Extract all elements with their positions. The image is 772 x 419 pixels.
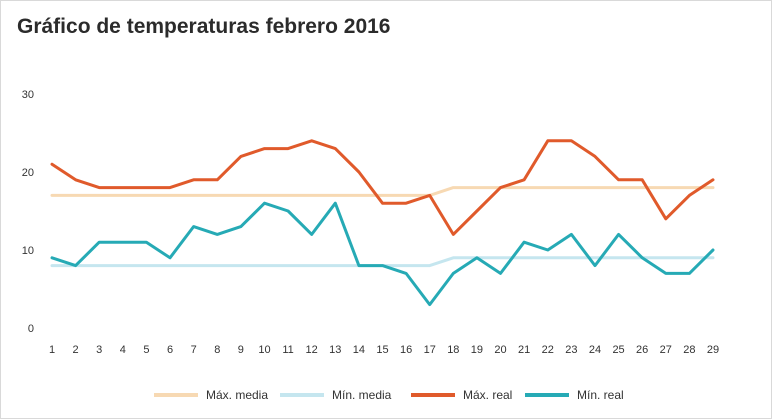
- x-tick-label: 7: [191, 344, 197, 356]
- series-lines: [50, 139, 715, 307]
- x-tick-label: 12: [306, 344, 318, 356]
- legend-item-3[interactable]: Máx. real: [411, 388, 512, 402]
- x-tick-label: 2: [73, 344, 79, 356]
- x-tick-label: 15: [376, 344, 388, 356]
- series-line-4: [50, 201, 715, 307]
- series-line-1: [50, 186, 715, 197]
- legend-label: Máx. real: [463, 388, 512, 402]
- x-tick-label: 19: [471, 344, 483, 356]
- x-tick-label: 10: [258, 344, 270, 356]
- x-tick-label: 25: [612, 344, 624, 356]
- x-tick-label: 11: [282, 344, 293, 356]
- y-tick-label: 0: [28, 323, 34, 335]
- x-tick-label: 6: [167, 344, 173, 356]
- x-tick-label: 28: [683, 344, 695, 356]
- legend-item-4[interactable]: Mín. real: [525, 388, 624, 402]
- legend-label: Mín. real: [577, 388, 624, 402]
- x-tick-label: 27: [660, 344, 672, 356]
- x-tick-label: 8: [214, 344, 220, 356]
- x-tick-label: 3: [96, 344, 102, 356]
- x-tick-label: 1: [49, 344, 55, 356]
- legend-item-1[interactable]: Máx. media: [154, 388, 268, 402]
- x-tick-label: 14: [353, 344, 365, 356]
- x-tick-label: 26: [636, 344, 648, 356]
- x-tick-label: 4: [120, 344, 126, 356]
- legend-item-2[interactable]: Mín. media: [280, 388, 392, 402]
- series-line-3: [50, 139, 715, 236]
- x-tick-label: 23: [565, 344, 577, 356]
- x-tick-label: 20: [494, 344, 506, 356]
- x-tick-label: 18: [447, 344, 459, 356]
- x-tick-label: 22: [542, 344, 554, 356]
- x-tick-label: 17: [424, 344, 436, 356]
- legend-label: Mín. media: [332, 388, 392, 402]
- legend-label: Máx. media: [206, 388, 268, 402]
- x-axis-ticks: 1 2 3 4 5 6 7 8 9 10 11 12 13 14 15 16 17 18 19 20 21 22 23 24 2…: [49, 344, 719, 356]
- y-tick-label: 20: [22, 167, 34, 179]
- x-tick-label: 21: [518, 344, 530, 356]
- chart-legend[interactable]: Máx. media Mín. media Máx. real Mín. real: [154, 388, 624, 402]
- x-tick-label: 9: [238, 344, 244, 356]
- x-tick-label: 16: [400, 344, 412, 356]
- chart-title: Gráfico de temperaturas febrero 2016: [17, 15, 391, 38]
- y-axis-ticks: 0 10 20 30: [22, 89, 34, 335]
- y-tick-label: 10: [22, 245, 34, 257]
- y-tick-label: 30: [22, 89, 34, 101]
- x-tick-label: 13: [329, 344, 341, 356]
- x-tick-label: 5: [143, 344, 149, 356]
- x-tick-label: 29: [707, 344, 719, 356]
- x-tick-label: 24: [589, 344, 601, 356]
